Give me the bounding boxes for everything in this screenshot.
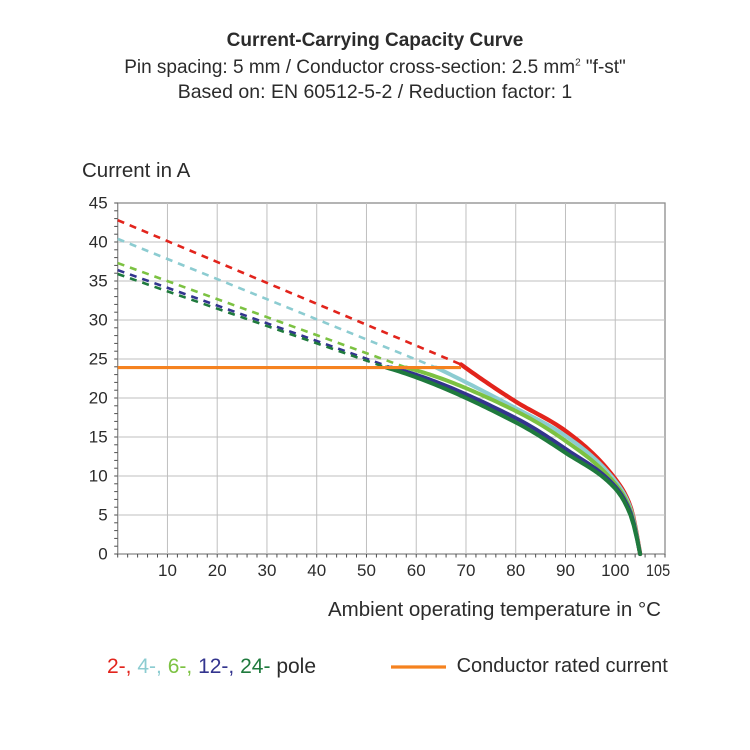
svg-text:20: 20 xyxy=(208,561,227,580)
svg-text:45: 45 xyxy=(89,194,108,213)
svg-text:90: 90 xyxy=(556,561,575,580)
svg-text:10: 10 xyxy=(158,561,177,580)
svg-text:100: 100 xyxy=(601,561,629,580)
svg-text:35: 35 xyxy=(89,272,108,291)
svg-text:10: 10 xyxy=(89,467,108,486)
svg-text:105: 105 xyxy=(646,562,670,580)
svg-text:25: 25 xyxy=(89,350,108,369)
svg-text:40: 40 xyxy=(307,561,326,580)
svg-text:30: 30 xyxy=(89,311,108,330)
svg-text:15: 15 xyxy=(89,428,108,447)
svg-text:20: 20 xyxy=(89,389,108,408)
svg-text:80: 80 xyxy=(506,561,525,580)
svg-text:0: 0 xyxy=(98,545,107,564)
svg-text:40: 40 xyxy=(89,233,108,252)
svg-text:50: 50 xyxy=(357,561,376,580)
svg-text:60: 60 xyxy=(407,561,426,580)
svg-text:70: 70 xyxy=(457,561,476,580)
svg-text:5: 5 xyxy=(98,506,107,525)
svg-text:30: 30 xyxy=(257,561,276,580)
